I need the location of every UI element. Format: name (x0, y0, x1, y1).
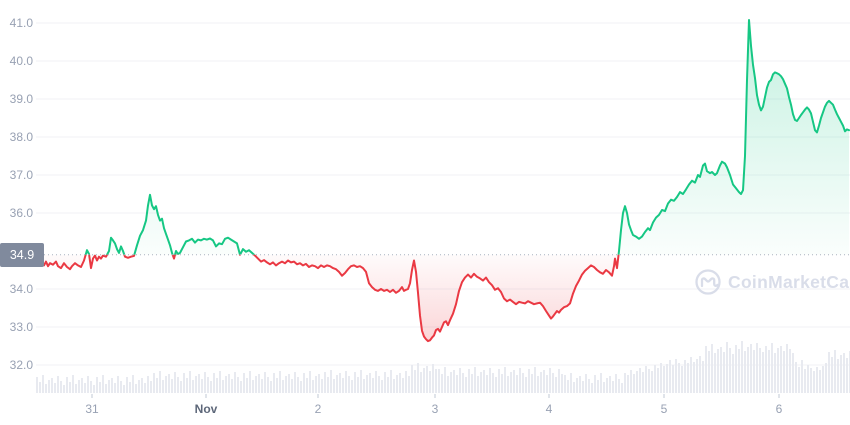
price-series (34, 19, 850, 343)
volume-bars (36, 341, 850, 393)
gridlines (36, 22, 850, 366)
x-axis: 31 Nov 2 3 4 5 6 (85, 394, 783, 416)
y-axis: 41.0 40.0 39.0 38.0 37.0 36.0 34.0 33.0 32.0 (10, 16, 34, 372)
x-axis-label: 31 (85, 402, 99, 416)
x-axis-label: 6 (776, 402, 783, 416)
y-axis-label: 33.0 (10, 320, 34, 334)
y-axis-label: 38.0 (10, 130, 34, 144)
x-axis-label: Nov (195, 402, 218, 416)
y-axis-label: 40.0 (10, 54, 34, 68)
y-axis-label: 36.0 (10, 206, 34, 220)
x-axis-label: 3 (432, 402, 439, 416)
watermark-text: CoinMarketCap (728, 272, 850, 292)
x-axis-label: 2 (315, 402, 322, 416)
x-axis-label: 4 (546, 402, 553, 416)
y-axis-label: 34.0 (10, 282, 34, 296)
watermark: CoinMarketCap (695, 269, 850, 295)
y-axis-label: 32.0 (10, 358, 34, 372)
y-axis-label: 41.0 (10, 16, 34, 30)
y-axis-label: 39.0 (10, 92, 34, 106)
coinmarketcap-logo-icon (695, 269, 721, 295)
x-axis-label: 5 (661, 402, 668, 416)
y-axis-label: 37.0 (10, 168, 34, 182)
baseline-badge: 34.9 (0, 243, 44, 267)
